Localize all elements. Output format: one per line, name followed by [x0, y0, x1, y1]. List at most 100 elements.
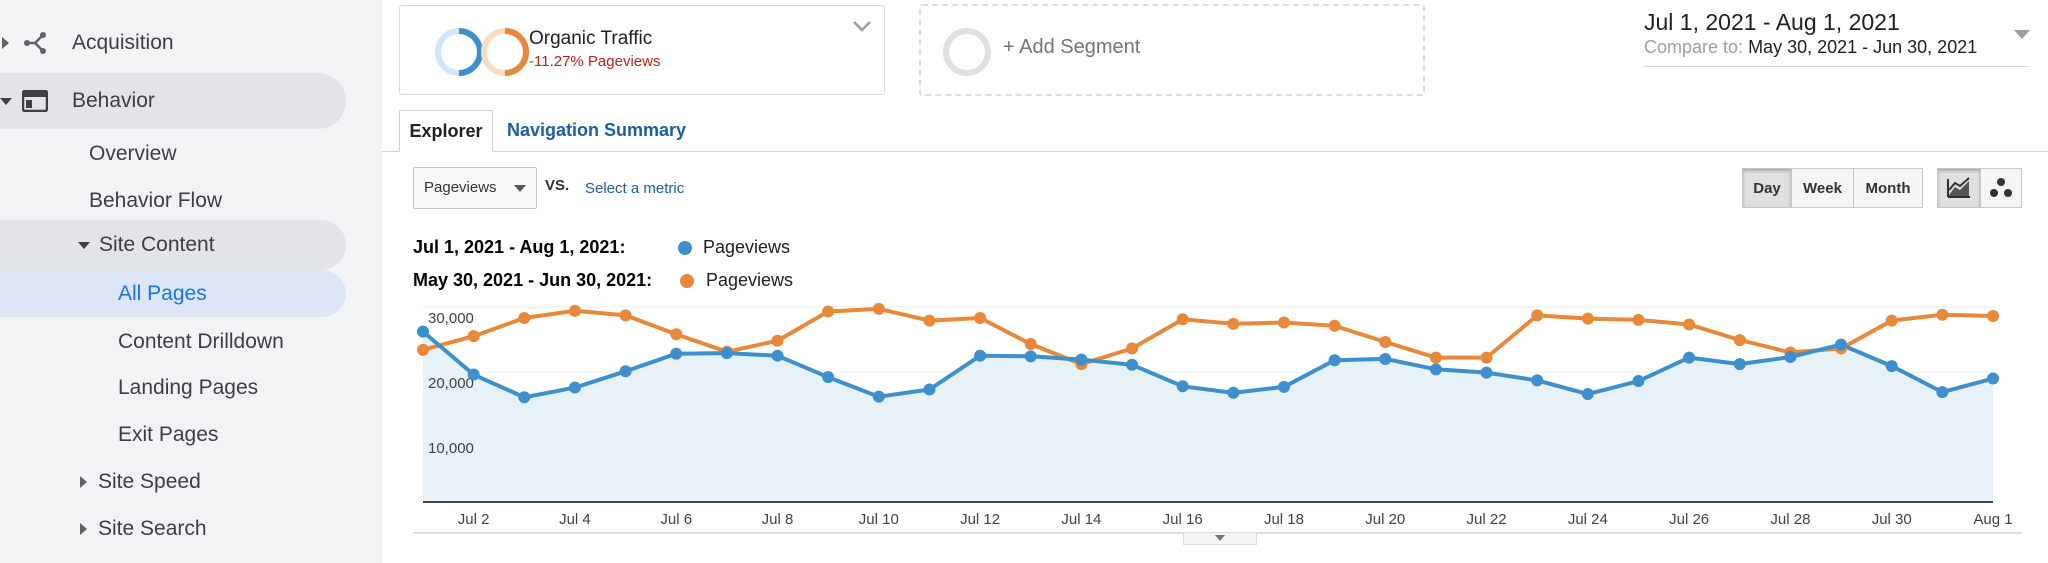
sidebar-item-all-pages[interactable]: All Pages — [0, 270, 346, 317]
compare-point[interactable] — [518, 311, 531, 324]
compare-point[interactable] — [1531, 309, 1544, 322]
date-range-dropdown-icon[interactable] — [2014, 30, 2030, 39]
compare-point[interactable] — [872, 302, 885, 315]
compare-point[interactable] — [1733, 334, 1746, 347]
primary-point[interactable] — [822, 371, 835, 384]
compare-point[interactable] — [670, 328, 683, 341]
primary-point[interactable] — [1683, 351, 1696, 364]
chevron-down-icon[interactable] — [852, 20, 872, 32]
primary-point[interactable] — [1379, 352, 1392, 365]
primary-point[interactable] — [1176, 380, 1189, 393]
day-button[interactable]: Day — [1742, 168, 1792, 208]
primary-point[interactable] — [1126, 358, 1139, 371]
compare-point[interactable] — [1987, 310, 1999, 323]
primary-series-line — [421, 330, 1994, 400]
sidebar-item-site-speed[interactable]: Site Speed — [0, 454, 201, 510]
date-range-picker[interactable]: Jul 1, 2021 - Aug 1, 2021 Compare to: Ma… — [1644, 8, 2030, 67]
compare-point[interactable] — [1277, 316, 1290, 329]
primary-point[interactable] — [1733, 358, 1746, 371]
primary-point[interactable] — [1277, 380, 1290, 393]
sidebar-item-content-drilldown[interactable]: Content Drilldown — [0, 314, 284, 370]
compare-range: May 30, 2021 - Jun 30, 2021 — [1748, 37, 1978, 57]
compare-point[interactable] — [771, 334, 784, 347]
segment-name: Organic Traffic — [529, 28, 653, 49]
primary-point[interactable] — [872, 390, 885, 403]
primary-point[interactable] — [1784, 350, 1797, 363]
primary-point[interactable] — [417, 325, 429, 338]
select-metric-link[interactable]: Select a metric — [585, 180, 685, 197]
x-tick-label: Jul 8 — [762, 511, 794, 528]
compare-point[interactable] — [619, 309, 632, 322]
sidebar-item-behavior[interactable]: Behavior — [0, 73, 346, 129]
sidebar-item-label: Site Content — [99, 233, 215, 256]
compare-point[interactable] — [1581, 312, 1594, 325]
primary-point[interactable] — [619, 365, 632, 378]
sidebar-item-overview[interactable]: Overview — [0, 126, 177, 182]
primary-point[interactable] — [1328, 354, 1341, 367]
compare-series-line — [422, 306, 1994, 367]
primary-point[interactable] — [1987, 372, 1999, 385]
compare-point[interactable] — [1176, 313, 1189, 326]
primary-point[interactable] — [467, 368, 480, 381]
sidebar-item-site-search[interactable]: Site Search — [0, 501, 207, 557]
primary-point[interactable] — [1227, 386, 1240, 399]
primary-point[interactable] — [720, 347, 733, 360]
compare-point[interactable] — [417, 343, 429, 356]
primary-point[interactable] — [974, 349, 987, 362]
compare-point[interactable] — [1126, 342, 1139, 355]
primary-point[interactable] — [1581, 388, 1594, 401]
primary-point[interactable] — [771, 349, 784, 362]
x-tick-label: Jul 16 — [1163, 511, 1203, 528]
compare-point[interactable] — [923, 314, 936, 327]
line-chart-button[interactable] — [1937, 168, 1981, 208]
primary-point[interactable] — [1936, 386, 1949, 399]
compare-point[interactable] — [1885, 314, 1898, 327]
primary-point[interactable] — [1885, 360, 1898, 373]
sidebar-item-label: Exit Pages — [118, 423, 219, 446]
primary-point[interactable] — [670, 347, 683, 360]
sidebar-item-landing-pages[interactable]: Landing Pages — [0, 360, 258, 416]
sidebar-item-exit-pages[interactable]: Exit Pages — [0, 407, 218, 463]
sidebar-item-acquisition[interactable]: Acquisition — [0, 15, 174, 71]
primary-series-area — [423, 331, 1993, 502]
compare-point[interactable] — [467, 330, 480, 343]
sidebar-item-behavior-flow[interactable]: Behavior Flow — [0, 173, 222, 229]
x-tick-label: Jul 20 — [1365, 511, 1405, 528]
compare-point[interactable] — [974, 311, 987, 324]
primary-point[interactable] — [1531, 374, 1544, 387]
primary-point[interactable] — [1024, 350, 1037, 363]
x-tick-label: Jul 26 — [1669, 511, 1709, 528]
add-segment-button[interactable]: + Add Segment — [919, 4, 1425, 96]
compare-point[interactable] — [1936, 308, 1949, 321]
compare-point[interactable] — [1683, 318, 1696, 331]
tab-explorer[interactable]: Explorer — [399, 110, 493, 152]
x-tick-label: Jul 18 — [1264, 511, 1304, 528]
metric-dropdown[interactable]: Pageviews — [413, 167, 537, 209]
collapse-chart-handle[interactable] — [1183, 533, 1257, 545]
primary-point[interactable] — [568, 381, 581, 394]
primary-point[interactable] — [1632, 375, 1645, 388]
week-button[interactable]: Week — [1791, 168, 1854, 208]
primary-point[interactable] — [1480, 366, 1493, 379]
compare-point[interactable] — [1480, 351, 1493, 364]
primary-point[interactable] — [518, 391, 531, 404]
sidebar-item-site-content[interactable]: Site Content — [0, 220, 346, 270]
compare-point[interactable] — [1024, 337, 1037, 350]
primary-point[interactable] — [1075, 353, 1088, 366]
tab-navigation-summary[interactable]: Navigation Summary — [507, 120, 686, 141]
compare-point[interactable] — [1379, 336, 1392, 349]
segment-organic-traffic[interactable]: Organic Traffic -11.27% Pageviews — [399, 5, 885, 95]
compare-point[interactable] — [1429, 351, 1442, 364]
compare-point[interactable] — [1227, 317, 1240, 330]
compare-point[interactable] — [568, 304, 581, 317]
compare-point[interactable] — [1632, 313, 1645, 326]
primary-point[interactable] — [1835, 338, 1848, 351]
compare-point[interactable] — [1328, 319, 1341, 332]
sidebar: Acquisition Behavior Overview Behavior F… — [0, 0, 382, 563]
primary-point[interactable] — [923, 383, 936, 396]
motion-chart-button[interactable] — [1980, 168, 2022, 208]
month-button[interactable]: Month — [1853, 168, 1923, 208]
primary-point[interactable] — [1429, 363, 1442, 376]
compare-point[interactable] — [822, 305, 835, 318]
sidebar-item-label: Site Speed — [98, 470, 201, 493]
